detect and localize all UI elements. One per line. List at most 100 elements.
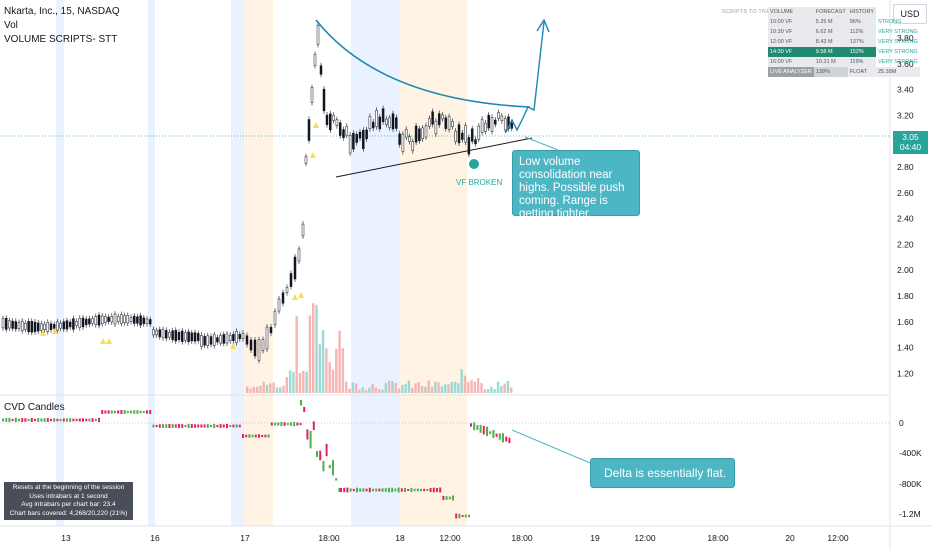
price-candles xyxy=(1,22,514,364)
cvd-candle xyxy=(226,423,228,429)
projection-arrow[interactable] xyxy=(505,21,545,133)
time-tick-label: 13 xyxy=(61,533,71,543)
candle xyxy=(431,111,434,125)
candle xyxy=(261,339,265,351)
cvd-candle xyxy=(489,431,492,435)
volume-bar xyxy=(483,389,486,393)
candle xyxy=(43,323,46,330)
cvd-candle xyxy=(445,496,448,500)
support-trendline[interactable] xyxy=(335,137,533,178)
currency-button[interactable]: USD xyxy=(893,4,927,24)
cvd-candle xyxy=(495,433,498,437)
candle xyxy=(104,316,107,323)
current-price-value: 3.05 xyxy=(902,132,919,142)
volume-bar xyxy=(272,382,275,393)
cvd-candle xyxy=(107,410,110,414)
cvd-candle xyxy=(190,424,193,428)
candle xyxy=(161,329,165,339)
candle xyxy=(457,124,461,144)
cvd-candle xyxy=(187,423,190,429)
candle xyxy=(281,292,285,304)
cvd-candle xyxy=(267,434,270,438)
candle xyxy=(155,330,158,336)
table-cell: VERY STRONG xyxy=(877,39,918,45)
candle xyxy=(269,326,273,334)
time-tick-label: 12:00 xyxy=(827,533,849,543)
candle xyxy=(345,126,349,136)
cvd-candle xyxy=(206,424,209,428)
candle xyxy=(362,129,365,149)
cvd-candle xyxy=(299,422,302,426)
cvd-axis[interactable]: 0 -400K -800K -1.2M xyxy=(899,418,922,519)
resistance-curve[interactable] xyxy=(315,19,531,108)
symbol-title[interactable]: Nkarta, Inc., 15, NASDAQ xyxy=(4,6,120,17)
candle xyxy=(487,114,490,129)
cvd-candle xyxy=(158,424,161,428)
volume-bar xyxy=(486,389,490,393)
cvd-candle xyxy=(442,495,445,501)
table-cell: 6.62 M xyxy=(813,27,848,37)
time-axis[interactable]: 13 16 17 18:00 18 12:00 18:00 19 12:00 18:00 20 12:… xyxy=(61,533,849,543)
volume-bar xyxy=(470,380,473,393)
candle xyxy=(441,114,444,120)
candle xyxy=(88,318,91,325)
cvd-candle xyxy=(335,478,338,481)
cvd-info-box: Resets at the beginning of the session Us… xyxy=(4,482,133,520)
cvd-candle xyxy=(235,424,238,428)
candle xyxy=(293,256,297,280)
cvd-candle xyxy=(388,487,390,493)
candle xyxy=(180,330,184,342)
cvd-candle xyxy=(37,418,40,422)
candle xyxy=(30,321,34,333)
candle xyxy=(52,324,56,329)
cvd-tick-label: -1.2M xyxy=(899,509,921,519)
table-cell: LIVE ANALYZER xyxy=(768,67,814,77)
cvd-candle xyxy=(508,437,511,444)
price-axis[interactable]: 3.803.603.403.203.002.802.602.402.202.00… xyxy=(897,33,914,378)
volume-bar xyxy=(387,380,391,393)
cvd-candle xyxy=(436,487,438,493)
cvd-candle xyxy=(162,424,164,428)
candle xyxy=(421,127,424,140)
cvd-candle xyxy=(404,488,406,492)
volume-indicator-label[interactable]: Vol xyxy=(4,20,18,31)
volume-bar xyxy=(302,370,305,393)
candle xyxy=(325,114,329,126)
candle xyxy=(235,331,238,343)
delta-callout[interactable]: Delta is essentially flat. xyxy=(590,458,735,488)
volume-bar xyxy=(503,383,506,393)
cvd-candle xyxy=(248,434,251,438)
candle xyxy=(228,335,232,342)
table-row: 12:00 VF 8.43 M 137% VERY STRONG xyxy=(768,37,920,47)
table-cell: 9.58 M xyxy=(813,47,848,57)
candle xyxy=(494,119,497,125)
cvd-indicator-label[interactable]: CVD Candles xyxy=(4,402,65,413)
cvd-candle xyxy=(452,495,454,501)
price-tick-label: 3.20 xyxy=(897,110,914,120)
consolidation-callout[interactable]: Low volume consolidation near highs. Pos… xyxy=(512,150,640,220)
volume-scripts-indicator-label[interactable]: VOLUME SCRIPTS- STT xyxy=(4,34,118,45)
volume-bar xyxy=(480,383,483,393)
cvd-candle xyxy=(461,514,464,518)
cvd-candle xyxy=(277,422,280,426)
cvd-candle xyxy=(210,424,212,428)
volume-bar xyxy=(345,381,348,393)
table-footer: LIVE ANALYZER 139% FLOAT 25.38M xyxy=(768,67,920,77)
signal-triangle-icon xyxy=(100,338,106,344)
cvd-candle xyxy=(8,417,11,423)
candle xyxy=(273,310,277,326)
table-cell: VERY STRONG xyxy=(877,49,918,55)
cvd-candle xyxy=(502,433,504,443)
volume-bar xyxy=(259,385,262,393)
candle xyxy=(395,117,398,129)
candle xyxy=(338,122,342,136)
volume-bar xyxy=(401,384,404,393)
volume-bar xyxy=(292,371,295,393)
candle xyxy=(245,335,249,345)
volume-bar xyxy=(312,303,315,393)
cvd-candle xyxy=(229,424,232,428)
cvd-candle xyxy=(410,487,413,493)
volume-bar xyxy=(295,316,298,393)
table-cell xyxy=(876,7,920,17)
